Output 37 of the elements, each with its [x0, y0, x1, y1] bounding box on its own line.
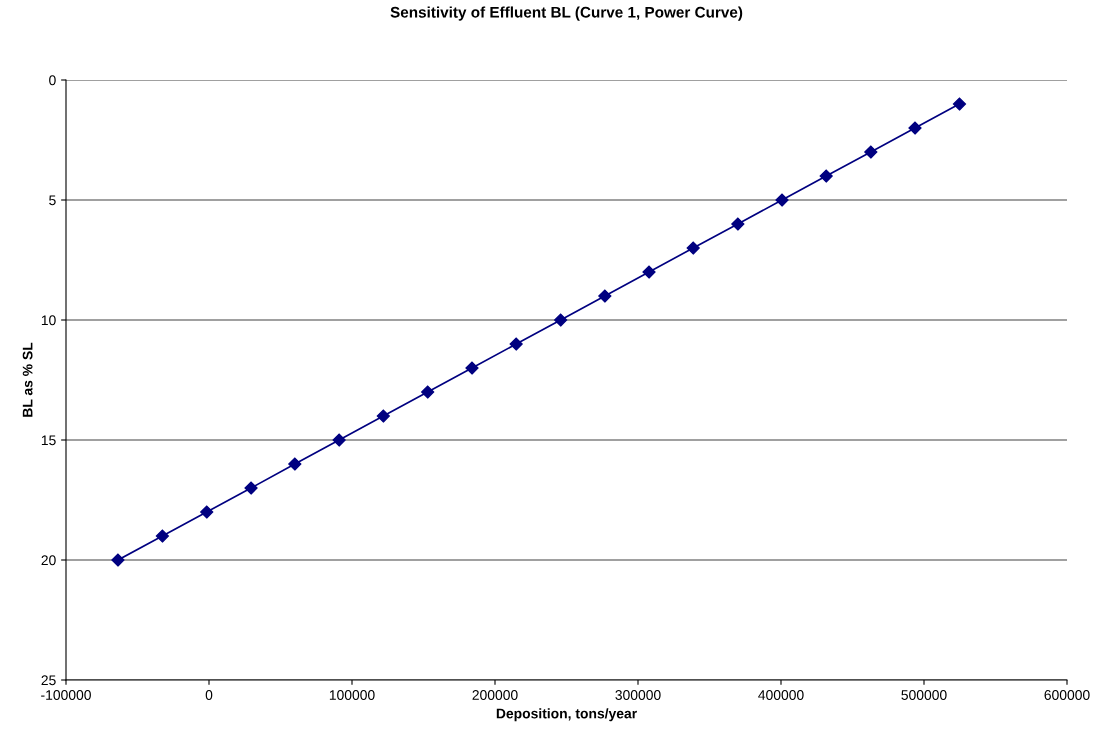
- point: [244, 481, 258, 495]
- x-tick-label: 600000: [1044, 690, 1090, 700]
- x-tick-label: 500000: [901, 690, 947, 700]
- point: [332, 433, 346, 447]
- point: [465, 361, 479, 375]
- point: [111, 553, 125, 567]
- point: [554, 313, 568, 327]
- point: [509, 337, 523, 351]
- x-tick-label: 0: [205, 690, 213, 700]
- y-tick-label: 20: [41, 555, 56, 566]
- point: [421, 385, 435, 399]
- point: [908, 121, 922, 135]
- point: [200, 505, 214, 519]
- point: [686, 241, 700, 255]
- point: [642, 265, 656, 279]
- point: [952, 97, 967, 111]
- point: [376, 409, 390, 423]
- y-tick-label: 10: [41, 315, 56, 326]
- x-tick-label: 300000: [615, 690, 661, 700]
- point: [819, 169, 833, 183]
- point: [288, 457, 302, 471]
- y-tick-label: 25: [41, 675, 56, 686]
- point: [775, 193, 789, 207]
- x-tick-label: 100000: [329, 690, 375, 700]
- y-tick-label: 0: [49, 75, 56, 86]
- chart-title: Sensitivity of Effluent BL (Curve 1, Power Curve): [390, 6, 743, 21]
- point: [598, 289, 612, 303]
- point: [155, 529, 169, 543]
- y-axis-title: BL as % SL: [22, 342, 33, 417]
- y-tick-label: 15: [41, 435, 56, 446]
- point: [864, 145, 878, 159]
- point: [731, 217, 745, 231]
- x-axis-title: Deposition, tons/year: [496, 708, 637, 722]
- x-tick-label: 400000: [758, 690, 804, 700]
- x-tick-label: 200000: [472, 690, 518, 700]
- x-tick-label: -100000: [41, 690, 91, 700]
- y-tick-label: 5: [49, 195, 56, 206]
